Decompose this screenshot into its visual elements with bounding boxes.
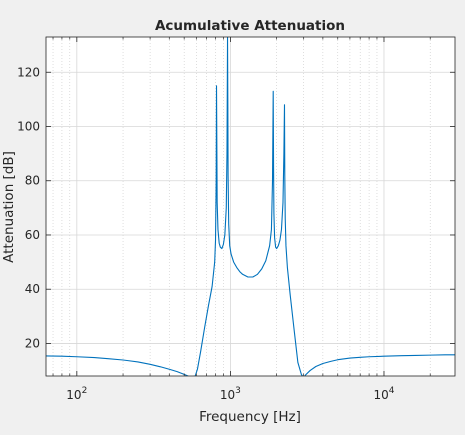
x-tick-label: 104 [373, 386, 394, 402]
series-layer [46, 37, 455, 376]
y-tick-label: 100 [17, 120, 40, 134]
axes-box [45, 36, 456, 377]
y-tick-label: 20 [25, 336, 40, 350]
y-tick-labels: 20 40 60 80 100 120 [17, 65, 40, 350]
x-axis-label: Frequency [Hz] [199, 409, 301, 425]
y-tick-label: 80 [25, 174, 40, 188]
minor-grid [52, 37, 431, 376]
y-tick-label: 60 [25, 228, 40, 242]
tick-marks [46, 37, 455, 376]
x-tick-label: 102 [66, 386, 87, 402]
x-tick-label: 103 [220, 386, 241, 402]
y-axis-label: Attenuation [dB] [1, 151, 17, 263]
y-tick-label: 40 [25, 282, 40, 296]
attenuation-series-line [46, 37, 455, 376]
chart-title: Acumulative Attenuation [155, 18, 345, 34]
plot-area [46, 37, 455, 376]
major-grid [46, 37, 455, 376]
x-tick-labels: 102 103 104 [66, 386, 394, 402]
y-tick-label: 120 [17, 65, 40, 79]
